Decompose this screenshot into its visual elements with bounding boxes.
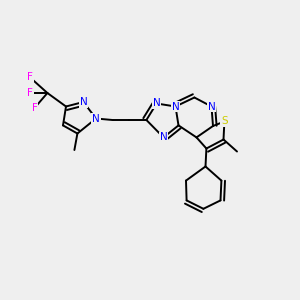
Text: N: N (160, 132, 167, 142)
Text: F: F (27, 88, 33, 98)
Text: N: N (80, 97, 87, 107)
Text: N: N (153, 98, 160, 109)
Text: N: N (208, 101, 215, 112)
Text: N: N (92, 113, 100, 124)
Text: F: F (27, 72, 33, 82)
Text: S: S (221, 116, 228, 127)
Text: N: N (172, 101, 179, 112)
Text: F: F (32, 103, 38, 113)
